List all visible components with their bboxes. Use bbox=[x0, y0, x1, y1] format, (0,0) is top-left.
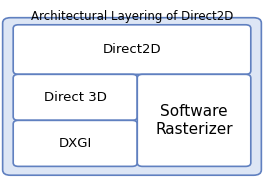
Text: DXGI: DXGI bbox=[59, 137, 92, 150]
Text: Direct2D: Direct2D bbox=[103, 43, 161, 56]
FancyBboxPatch shape bbox=[13, 74, 137, 120]
Text: Software
Rasterizer: Software Rasterizer bbox=[155, 104, 233, 137]
FancyBboxPatch shape bbox=[13, 25, 251, 74]
Text: Direct 3D: Direct 3D bbox=[44, 91, 107, 104]
Text: Architectural Layering of Direct2D: Architectural Layering of Direct2D bbox=[31, 10, 233, 23]
FancyBboxPatch shape bbox=[3, 18, 261, 175]
FancyBboxPatch shape bbox=[137, 74, 251, 166]
FancyBboxPatch shape bbox=[13, 120, 137, 166]
